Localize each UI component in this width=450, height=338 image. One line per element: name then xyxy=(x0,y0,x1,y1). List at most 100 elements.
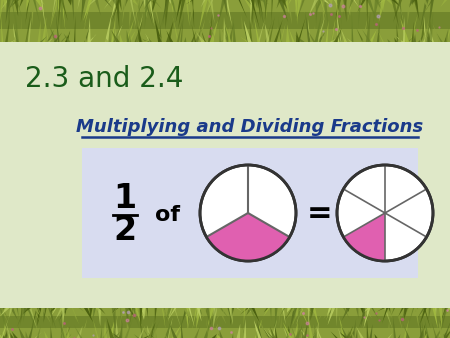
Polygon shape xyxy=(227,327,235,338)
Polygon shape xyxy=(314,324,317,338)
Polygon shape xyxy=(50,308,57,319)
Circle shape xyxy=(337,165,433,261)
Polygon shape xyxy=(185,308,189,328)
Polygon shape xyxy=(220,330,223,338)
Polygon shape xyxy=(337,0,342,26)
Polygon shape xyxy=(286,24,290,42)
Polygon shape xyxy=(316,321,319,338)
Polygon shape xyxy=(99,32,109,42)
Polygon shape xyxy=(315,0,323,13)
Polygon shape xyxy=(50,0,57,27)
Polygon shape xyxy=(388,308,392,316)
Polygon shape xyxy=(5,0,10,24)
Polygon shape xyxy=(265,0,266,19)
Polygon shape xyxy=(420,319,423,338)
Polygon shape xyxy=(35,332,42,338)
Polygon shape xyxy=(84,308,93,322)
Polygon shape xyxy=(369,30,377,42)
Polygon shape xyxy=(288,0,292,6)
Polygon shape xyxy=(247,308,252,313)
Polygon shape xyxy=(113,25,122,42)
Polygon shape xyxy=(298,308,304,312)
Polygon shape xyxy=(274,323,277,338)
Polygon shape xyxy=(246,308,252,316)
Polygon shape xyxy=(74,16,76,42)
Polygon shape xyxy=(404,308,408,319)
Polygon shape xyxy=(238,0,247,18)
Polygon shape xyxy=(0,308,5,328)
Polygon shape xyxy=(425,34,432,42)
Polygon shape xyxy=(257,320,262,338)
Polygon shape xyxy=(95,0,101,16)
Polygon shape xyxy=(184,308,189,319)
Polygon shape xyxy=(57,0,58,17)
Polygon shape xyxy=(60,34,68,42)
Polygon shape xyxy=(208,308,214,327)
Polygon shape xyxy=(290,308,297,330)
Polygon shape xyxy=(432,308,438,329)
Polygon shape xyxy=(193,308,198,330)
Polygon shape xyxy=(63,328,68,338)
Polygon shape xyxy=(265,0,271,6)
Polygon shape xyxy=(279,0,288,22)
Polygon shape xyxy=(33,308,40,317)
Polygon shape xyxy=(121,308,123,313)
Polygon shape xyxy=(51,331,54,338)
Polygon shape xyxy=(33,0,40,23)
Polygon shape xyxy=(396,36,404,42)
Polygon shape xyxy=(418,33,424,42)
Polygon shape xyxy=(305,11,310,42)
Polygon shape xyxy=(107,318,114,338)
Polygon shape xyxy=(111,30,120,42)
Polygon shape xyxy=(223,16,225,42)
Polygon shape xyxy=(162,308,166,329)
Polygon shape xyxy=(165,0,169,30)
Polygon shape xyxy=(112,0,120,22)
Polygon shape xyxy=(416,27,422,42)
Polygon shape xyxy=(315,11,322,42)
Polygon shape xyxy=(250,13,256,42)
Polygon shape xyxy=(264,334,273,338)
Polygon shape xyxy=(46,38,53,42)
Polygon shape xyxy=(379,0,385,22)
Polygon shape xyxy=(130,0,136,27)
Polygon shape xyxy=(252,0,254,29)
Polygon shape xyxy=(349,0,354,9)
Polygon shape xyxy=(113,28,120,42)
Text: of: of xyxy=(154,205,180,225)
Polygon shape xyxy=(148,321,153,338)
Polygon shape xyxy=(151,36,157,42)
Polygon shape xyxy=(162,308,168,320)
Polygon shape xyxy=(218,0,225,24)
Polygon shape xyxy=(125,319,132,338)
Polygon shape xyxy=(44,308,46,323)
Polygon shape xyxy=(18,308,27,327)
Polygon shape xyxy=(296,31,300,42)
Polygon shape xyxy=(103,329,108,338)
Polygon shape xyxy=(425,21,431,42)
Polygon shape xyxy=(283,322,292,338)
Polygon shape xyxy=(169,323,177,338)
Polygon shape xyxy=(352,319,356,338)
Polygon shape xyxy=(286,308,296,319)
Polygon shape xyxy=(113,11,116,42)
Polygon shape xyxy=(377,22,380,42)
Polygon shape xyxy=(228,26,230,42)
Polygon shape xyxy=(196,32,205,42)
Polygon shape xyxy=(367,0,377,20)
Polygon shape xyxy=(67,327,70,338)
Polygon shape xyxy=(396,23,399,42)
Polygon shape xyxy=(88,34,96,42)
Polygon shape xyxy=(205,308,211,328)
Polygon shape xyxy=(23,308,31,314)
Polygon shape xyxy=(183,308,191,321)
Polygon shape xyxy=(68,0,72,6)
Polygon shape xyxy=(18,308,23,323)
Polygon shape xyxy=(356,28,365,42)
Polygon shape xyxy=(346,308,349,312)
Polygon shape xyxy=(5,17,10,42)
Polygon shape xyxy=(112,308,117,315)
Polygon shape xyxy=(328,308,335,315)
Polygon shape xyxy=(111,332,120,338)
Polygon shape xyxy=(255,330,259,338)
